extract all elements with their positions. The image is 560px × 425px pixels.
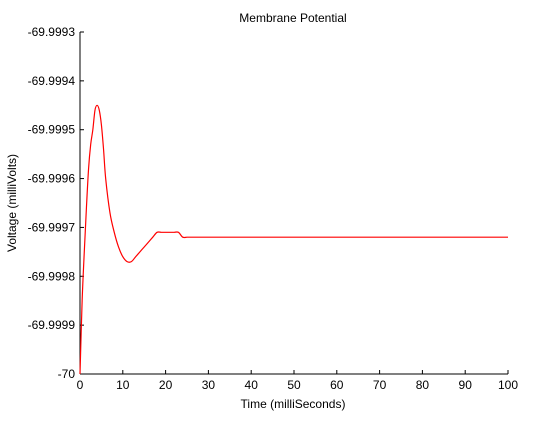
y-tick-label: -69.9995	[28, 123, 76, 137]
y-tick-label: -69.9998	[28, 269, 76, 283]
y-axis: -70 -69.9999 -69.9998 -69.9997 -69.9996 -69.9…	[28, 25, 84, 381]
plot-frame	[79, 32, 508, 375]
y-axis-title: Voltage (milliVolts)	[5, 154, 19, 252]
y-tick-label: -69.9996	[28, 172, 76, 186]
x-tick-label: 60	[330, 378, 344, 392]
x-tick-label: 0	[77, 378, 84, 392]
y-tick-label: -69.9997	[28, 220, 76, 234]
series-layer	[79, 104, 509, 375]
y-tick-label: -69.9994	[28, 74, 76, 88]
y-tick-label: -70	[58, 367, 76, 381]
x-tick-label: 40	[245, 378, 259, 392]
x-axis-title: Time (milliSeconds)	[241, 397, 346, 411]
y-tick-label: -69.9999	[28, 318, 76, 332]
chart-title: Membrane Potential	[239, 11, 346, 25]
x-tick-label: 100	[498, 378, 518, 392]
x-tick-label: 80	[416, 378, 430, 392]
x-tick-label: 50	[287, 378, 301, 392]
x-tick-label: 20	[159, 378, 173, 392]
x-tick-label: 70	[373, 378, 387, 392]
series-line	[79, 104, 509, 375]
x-tick-label: 90	[459, 378, 473, 392]
x-tick-label: 10	[116, 378, 130, 392]
x-axis: 0 10 20 30 40 50 60 70 80 90 100	[77, 370, 518, 392]
x-tick-label: 30	[202, 378, 216, 392]
y-tick-label: -69.9993	[28, 25, 76, 39]
